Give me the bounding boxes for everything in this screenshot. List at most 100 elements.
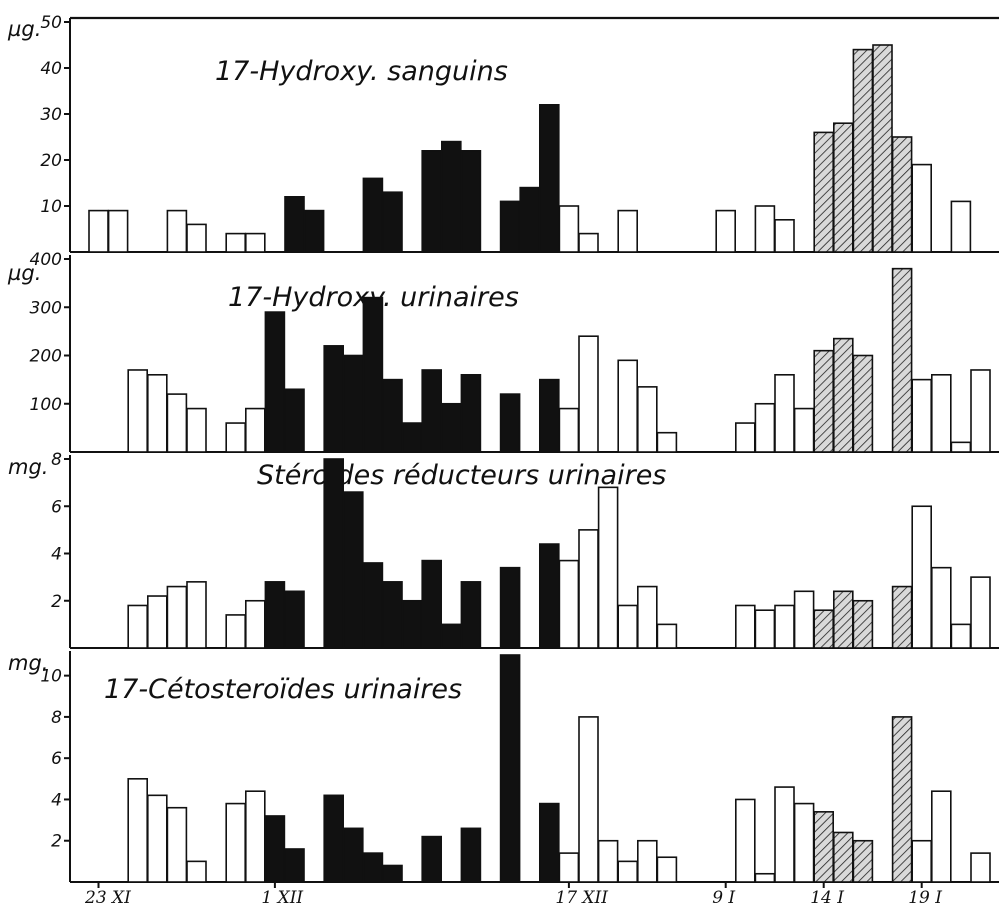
y-tick-label: 4 (51, 790, 62, 810)
bar-white (911, 505, 933, 649)
bar-white (245, 599, 266, 649)
panel-title: Stéroïdes réducteurs urinaires (257, 460, 666, 491)
bar-hatched (852, 354, 874, 453)
bar-white (617, 209, 639, 253)
bar-hatched (852, 839, 874, 883)
bar-white (950, 441, 972, 453)
bar-white (166, 806, 188, 883)
bar-white (734, 604, 756, 649)
bar-black (323, 458, 345, 649)
bar-black (440, 623, 462, 649)
y-tick-label: 10 (40, 667, 62, 687)
bar-black (499, 200, 521, 253)
bar-black (284, 590, 305, 649)
bar-hatched (891, 585, 913, 649)
bar-black (342, 827, 364, 883)
bar-black (538, 543, 560, 649)
y-unit-label: µg. (7, 17, 41, 41)
y-tick-label: 200 (30, 347, 62, 367)
x-date-label: 14 I (810, 888, 844, 908)
bar-white (734, 798, 756, 883)
bar-white (186, 407, 207, 453)
bar-white (147, 794, 168, 883)
bar-black (264, 581, 286, 649)
bar-hatched (891, 136, 913, 253)
bar-black (460, 373, 482, 453)
bar-white (754, 609, 776, 649)
bar-hatched (813, 811, 835, 883)
bar-black (323, 345, 345, 453)
x-date-label: 23 XI (84, 888, 131, 908)
bar-black (264, 311, 286, 453)
bar-white (147, 595, 168, 649)
bar-white (578, 716, 599, 883)
bar-white (930, 790, 952, 883)
x-date-label: 17 XII (555, 888, 608, 908)
bar-white (617, 359, 639, 453)
bar-hatched (891, 716, 913, 883)
y-tick-label: 50 (40, 13, 62, 33)
bar-white (911, 163, 933, 253)
bar-white (245, 407, 266, 453)
bar-hatched (832, 590, 854, 649)
y-unit-label: mg. (8, 455, 48, 479)
bar-white (754, 205, 776, 253)
bar-white (225, 802, 246, 883)
bar-white (754, 402, 776, 453)
x-date-label: 1 XII (261, 888, 303, 908)
bar-white (970, 369, 991, 453)
bar-white (225, 232, 246, 253)
y-unit-label: µg. (7, 261, 41, 285)
y-tick-label: 100 (30, 395, 62, 415)
bar-white (734, 422, 756, 453)
chart-panels: µg. 10 20 30 40 50 17-Hydroxy. sanguins µg. 100 2… (7, 13, 999, 883)
bar-white (656, 431, 678, 453)
bar-black (499, 566, 521, 649)
bar-black (460, 581, 482, 649)
bar-white (107, 209, 129, 253)
y-tick-label: 6 (51, 497, 62, 517)
panel-4: mg. 2 4 6 8 10 17-Cétosteroïdes urinaires (8, 651, 999, 883)
bar-black (460, 150, 482, 253)
panel-3: mg. 2 4 6 8 Stéroïdes réducteurs urinaires (8, 450, 999, 649)
y-tick-label: 40 (40, 59, 62, 79)
bar-black (538, 802, 560, 883)
bar-white (774, 786, 795, 883)
bar-white (636, 386, 658, 453)
bar-black (362, 177, 384, 253)
bar-black (421, 835, 443, 883)
y-tick-label: 10 (40, 197, 62, 217)
bar-white (636, 585, 658, 649)
bar-black (421, 559, 443, 649)
bar-black (401, 422, 423, 453)
bar-white (166, 393, 188, 453)
y-tick-label: 2 (51, 832, 62, 852)
bar-black (519, 186, 541, 253)
bar-white (578, 529, 599, 649)
y-tick-label: 300 (30, 298, 62, 318)
bar-black (362, 562, 384, 649)
bar-white (774, 373, 795, 453)
bar-black (382, 864, 403, 883)
bar-white (186, 223, 207, 253)
panel-title: 17-Cétosteroïdes urinaires (104, 674, 462, 705)
bar-black (323, 794, 345, 883)
bar-black (440, 140, 462, 253)
bar-white (186, 860, 207, 883)
bar-black (303, 209, 325, 253)
bar-white (186, 581, 207, 649)
bar-black (382, 378, 403, 453)
bar-white (950, 200, 972, 253)
bar-white (656, 856, 678, 883)
bar-black (342, 491, 364, 649)
bar-white (166, 585, 188, 649)
bar-white (127, 778, 148, 883)
y-tick-label: 400 (30, 250, 62, 270)
bar-white (970, 576, 991, 649)
bar-black (460, 827, 482, 883)
bar-white (127, 604, 148, 649)
bar-white (754, 872, 776, 883)
bar-hatched (813, 609, 835, 649)
bar-black (284, 196, 305, 253)
